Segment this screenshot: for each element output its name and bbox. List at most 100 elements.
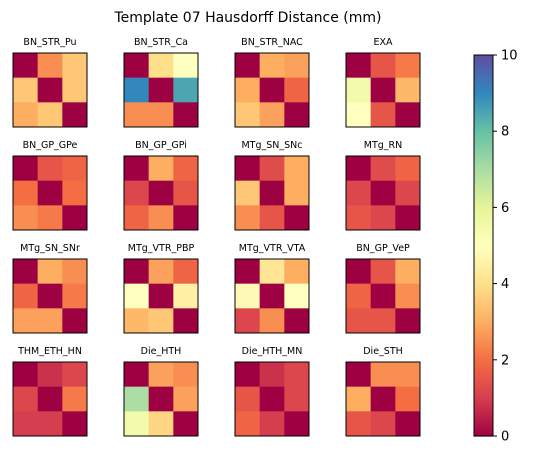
panel-label: BN_GP_GPi — [135, 140, 187, 151]
colorbar-segment — [474, 79, 493, 83]
heatmap-cell — [13, 308, 38, 334]
colorbar-segment — [474, 167, 493, 170]
panel-label: MTg_RN — [364, 140, 403, 151]
colorbar-segment — [474, 87, 493, 90]
colorbar-segment — [474, 295, 493, 298]
heatmap-cell — [13, 283, 38, 309]
heatmap-cell — [124, 362, 149, 387]
colorbar-segment — [474, 325, 493, 329]
heatmap-cell — [235, 386, 260, 412]
heatmap-cell — [395, 259, 421, 284]
colorbar-segment — [474, 154, 493, 157]
heatmap-cell — [124, 386, 149, 412]
colorbar-segment — [474, 342, 493, 346]
heatmap-cell — [148, 180, 174, 206]
heatmap-cell — [62, 411, 88, 437]
colorbar-segment — [474, 386, 493, 389]
heatmap-cell — [370, 205, 396, 231]
colorbar-segment — [474, 81, 493, 85]
colorbar-segment — [474, 293, 493, 296]
heatmap-cell — [259, 308, 285, 334]
heatmap-cell — [124, 205, 149, 231]
heatmap-cell — [370, 102, 396, 128]
heatmap-cell — [173, 205, 199, 231]
heatmap-cell — [148, 156, 174, 181]
heatmap-cell — [395, 308, 421, 334]
panel-label: BN_STR_Ca — [134, 37, 188, 48]
heatmap-cell — [235, 180, 260, 206]
heatmap-cell — [284, 77, 310, 103]
colorbar-segment — [474, 228, 493, 231]
heatmap-cell — [284, 53, 310, 78]
colorbar-segment — [474, 60, 493, 64]
colorbar-segment — [474, 355, 493, 359]
heatmap-panel: Die_HTH_MN — [234, 346, 310, 437]
heatmap-cell — [284, 259, 310, 284]
heatmap-panels: BN_STR_Pu BN_STR_Ca BN_STR_NAC EXA BN_GP_GPe… — [12, 37, 421, 437]
heatmap-cell — [37, 180, 63, 206]
heatmap-cell — [284, 283, 310, 309]
colorbar-segment — [474, 376, 493, 380]
heatmap-cell — [148, 53, 174, 78]
colorbar-segment — [474, 310, 493, 313]
panel-frame — [234, 155, 310, 231]
heatmap-cell — [124, 411, 149, 437]
colorbar-segment — [474, 215, 493, 218]
heatmap-cell — [62, 77, 88, 103]
colorbar-segment — [474, 344, 493, 348]
colorbar-segment — [474, 222, 493, 226]
colorbar-segment — [474, 226, 493, 229]
heatmap-cell — [259, 259, 285, 284]
panel-label: MTg_VTR_VTA — [239, 243, 306, 254]
heatmap-cell — [62, 205, 88, 231]
colorbar-segment — [474, 125, 493, 128]
colorbar-segment — [474, 327, 493, 330]
heatmap-cell — [148, 411, 174, 437]
heatmap-cell — [13, 411, 38, 437]
heatmap-cell — [259, 362, 285, 387]
colorbar-segment — [474, 230, 493, 233]
colorbar-segment — [474, 405, 493, 409]
colorbar-segment — [474, 224, 493, 228]
colorbar-segment — [474, 394, 493, 397]
heatmap-cell — [370, 386, 396, 412]
heatmap-cell — [395, 362, 421, 387]
colorbar-tick-label: 6 — [501, 201, 509, 216]
panel-frame — [345, 258, 421, 334]
panel-label: EXA — [373, 37, 393, 48]
heatmap-cell — [395, 283, 421, 309]
colorbar-segment — [474, 350, 493, 353]
colorbar-segment — [474, 245, 493, 249]
heatmap-cell — [395, 205, 421, 231]
colorbar-segment — [474, 75, 493, 79]
colorbar-segment — [474, 234, 493, 237]
heatmap-cell — [259, 53, 285, 78]
heatmap-cell — [370, 259, 396, 284]
heatmap-cell — [284, 308, 310, 334]
colorbar-segment — [474, 371, 493, 374]
colorbar-segment — [474, 262, 493, 266]
colorbar-segment — [474, 161, 493, 165]
heatmap-cell — [13, 362, 38, 387]
panel-frame — [345, 361, 421, 437]
heatmap-panel: MTg_SN_SNr — [12, 243, 88, 334]
colorbar-segment — [474, 152, 493, 155]
colorbar-segment — [474, 415, 493, 418]
colorbar-segment — [474, 98, 493, 102]
colorbar-segment — [474, 304, 493, 308]
colorbar-segment — [474, 306, 493, 309]
colorbar-segment — [474, 64, 493, 68]
colorbar-segment — [474, 403, 493, 407]
colorbar-tick-label: 0 — [501, 430, 509, 445]
heatmap-cell — [37, 156, 63, 181]
colorbar-segment — [474, 268, 493, 271]
heatmap-cell — [259, 386, 285, 412]
colorbar-segment — [474, 190, 493, 193]
heatmap-cell — [370, 53, 396, 78]
colorbar-frame — [473, 54, 494, 437]
colorbar-segment — [474, 375, 493, 378]
heatmap-cell — [148, 205, 174, 231]
heatmap-panel: BN_GP_GPi — [123, 140, 199, 231]
colorbar-segment — [474, 338, 493, 342]
colorbar-segment — [474, 70, 493, 73]
